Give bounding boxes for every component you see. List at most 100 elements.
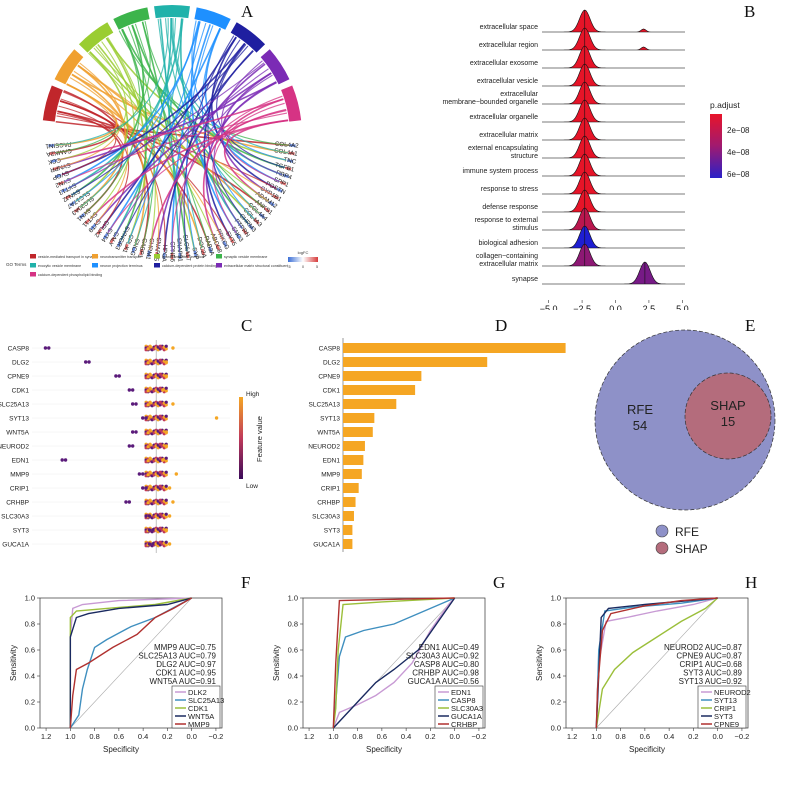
venn-legend-swatch [655,524,669,538]
y-axis-title: Sensitivity [272,645,281,681]
gene-label: MMP9 [10,472,29,479]
gene-logfc-tick [84,218,91,225]
chord-ribbon [57,45,127,161]
plot-frame [39,597,223,729]
ridge-density [542,117,685,141]
chord-ribbon [71,73,146,247]
gene-logfc-tick [139,248,144,256]
ridge-label: extracellular membrane−bounded organelle [442,91,538,106]
ridge-label: collagen−containing extracellular matrix [476,253,539,268]
ridge-label: response to external stimulus [475,217,539,232]
shap-point [158,428,162,432]
chord-ribbon [75,51,129,203]
roc-group-f: 1.2 1.0 0.8 0.6 0.4 0.2 0.0 −0.2 0.0 0.2 0.4 0.6 0.8… [9,594,224,755]
chord-ribbon [64,21,201,183]
gene-logfc-tick [215,243,220,251]
ridge-density [542,45,685,69]
shap-point [164,540,168,544]
gene-logfc-tick [102,232,109,240]
gene-logfc-tick [48,144,55,148]
shap-point [83,360,88,364]
go-term-arc [42,85,63,122]
y-tick-label: 0.4 [25,672,35,681]
shap-point [164,470,168,474]
panel-label-e: E [745,316,756,335]
bar [343,371,422,381]
ridge-density [542,99,685,123]
roc-chart-f: 1.2 1.0 0.8 0.6 0.4 0.2 0.0 −0.2 0.0 0.2 0.4 0.6 0.8… [9,594,224,755]
go-term-legend-swatch [92,263,98,268]
bar-label: CASP8 [319,346,341,353]
roc-group-g: 1.2 1.0 0.8 0.6 0.4 0.2 0.0 −0.2 0.0 0.2 0.4 0.6 0.8… [272,594,486,755]
ridge-label: extracellular organelle [470,114,539,121]
bar [343,399,397,409]
shap-point [158,386,162,390]
shap-bar-chart: CASP8 DLG2 CPNE9 CDK1 SLC25A13 SYT13 WNT5A NEUR… [308,338,566,552]
x-tick-label: 2.5 [643,304,656,310]
bar-label: DLG2 [323,360,340,367]
legend-label: CASP8 [451,696,476,705]
gene-logfc-tick [241,228,248,235]
shap-point [114,374,118,378]
shap-point [141,472,145,476]
shap-point [158,400,162,404]
roc-curve [332,597,456,729]
y-tick-label: 0.8 [25,620,35,629]
chord-ribbon [77,65,127,209]
venn-circle-shap [684,372,772,460]
x-tick-label: 0.0 [712,732,722,741]
shap-point [164,456,168,460]
ridge-label: extracellular vesicle [477,78,538,85]
chord-ribbon [204,28,280,183]
go-term-legend-swatch [216,263,222,268]
x-tick-label: 5.0 [676,304,689,310]
shap-point [164,430,168,434]
legend-label: GUCA1A [451,712,482,721]
roc-curve [595,597,718,729]
shap-beeswarm: CASP8 DLG2 CPNE9 CDK1 SLC25A13 SYT13 WNT5A NEUR… [0,340,264,553]
gene-logfc-tick [90,223,97,230]
shap-point [148,344,152,348]
auc-text: EDN1 AUC=0.49 [419,643,480,652]
legend-label: WNT5A [188,712,214,721]
bar [343,511,354,521]
gene-logfc-tick [50,159,58,163]
x-tick-label: −0.2 [735,732,750,741]
venn-legend-label: RFE [675,525,699,539]
gene-logfc-tick [200,248,205,256]
ridge-label: extracellular region [479,42,538,49]
x-tick-label: 1.2 [567,732,577,741]
y-tick-label: 0.2 [551,698,561,707]
shap-point [148,484,152,488]
legend-box [171,685,221,729]
shap-point [148,386,152,390]
go-term-legend-swatch [92,254,98,259]
x-axis-title: Specificity [366,745,402,754]
chord-ribbon [113,68,269,238]
shap-point [171,402,175,406]
ridge-label: biological adhesion [478,240,538,247]
ridge-density [542,27,685,51]
legend-label: CRHBP [451,720,477,729]
venn-rfe-label: RFE [627,402,653,417]
gene-label: CDK1 [12,388,30,395]
gene-logfc-tick [69,200,76,207]
shap-point [63,458,68,462]
legend-label: DLK2 [188,688,207,697]
roc-chart-g: 1.2 1.0 0.8 0.6 0.4 0.2 0.0 −0.2 0.0 0.2 0.4 0.6 0.8… [272,594,486,755]
ridge-density [542,9,685,33]
colorbar-title: Feature value [255,416,264,462]
gene-logfc-tick [268,200,275,207]
ridge-label-line: extracellular matrix [479,261,538,268]
shap-point [164,374,168,378]
gene-logfc-tick [124,243,129,251]
chord-ribbon [178,74,273,252]
go-term-legend-label: synaptic vesicle membrane [224,255,267,259]
chord-ribbon [148,108,287,250]
bar [343,385,416,395]
auc-text: SLC30A3 AUC=0.92 [406,652,480,661]
shap-point [130,430,135,434]
ridge-density [542,63,685,87]
go-term-arc [230,22,266,53]
